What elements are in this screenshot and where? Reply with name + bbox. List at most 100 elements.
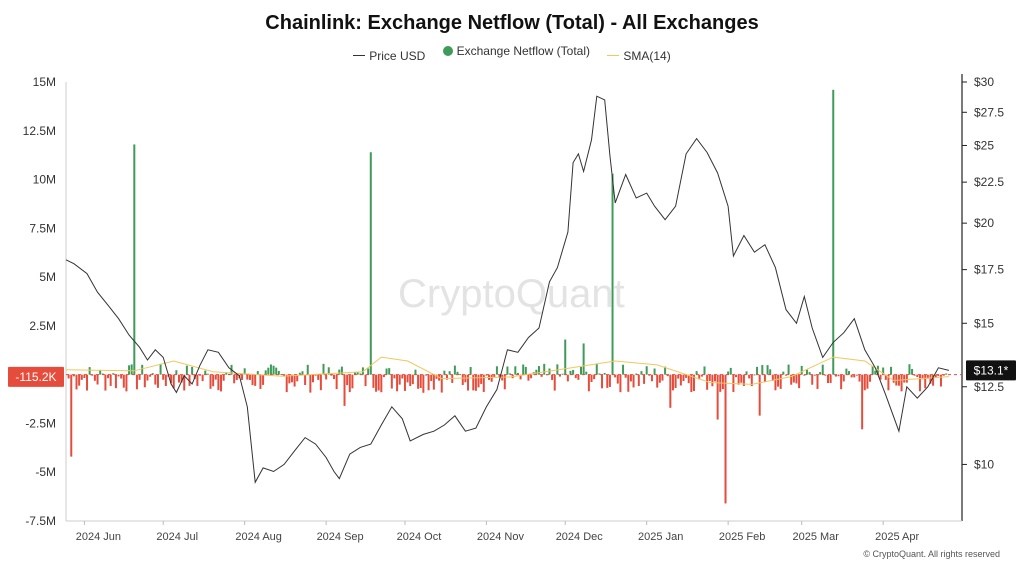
netflow-bar-positive: [306, 364, 309, 375]
netflow-bar-negative: [926, 374, 929, 379]
x-tick-label: 2024 Aug: [235, 531, 282, 543]
netflow-bar-positive: [356, 372, 359, 375]
netflow-bar-positive: [635, 373, 638, 375]
netflow-bar-negative: [180, 374, 183, 383]
netflow-current-label: -115.2K: [15, 370, 56, 384]
netflow-bar-negative: [93, 374, 96, 381]
netflow-bar-negative: [661, 374, 664, 381]
netflow-bar-positive: [845, 368, 848, 375]
netflow-bar-positive: [256, 371, 259, 375]
legend-item-netflow[interactable]: Exchange Netflow (Total): [442, 44, 591, 58]
netflow-bar-negative: [758, 374, 761, 416]
legend-line-icon: [607, 55, 620, 56]
netflow-bar-positive: [569, 370, 572, 375]
netflow-bar-negative: [742, 374, 745, 387]
netflow-bar-positive: [640, 371, 643, 375]
netflow-bar-negative: [422, 374, 425, 393]
netflow-bar-negative: [390, 374, 393, 389]
legend-item-price[interactable]: Price USD: [353, 49, 425, 63]
netflow-bar-negative: [472, 374, 475, 391]
netflow-bar-positive: [756, 366, 759, 375]
netflow-bar-negative: [593, 374, 596, 380]
netflow-bar-negative: [937, 374, 940, 377]
netflow-bar-negative: [235, 374, 238, 380]
netflow-bar-negative: [869, 374, 872, 382]
netflow-bar-negative: [916, 374, 919, 377]
netflow-bar-positive: [543, 363, 546, 375]
netflow-bar-negative: [574, 374, 577, 379]
netflow-bar-negative: [78, 374, 81, 386]
netflow-bar-negative: [233, 374, 236, 384]
netflow-bar-positive: [766, 365, 769, 375]
netflow-bar-negative: [372, 374, 375, 388]
netflow-bar-negative: [669, 374, 672, 408]
netflow-bar-negative: [419, 374, 422, 388]
netflow-bar-negative: [293, 374, 296, 387]
netflow-bar-negative: [711, 374, 714, 387]
y-left-tick-label: 2.5M: [29, 319, 56, 333]
netflow-bar-negative: [527, 374, 530, 381]
netflow-bar-positive: [603, 373, 606, 375]
netflow-bar-negative: [601, 374, 604, 389]
netflow-bar-positive: [340, 366, 343, 375]
netflow-bar-positive: [459, 374, 462, 376]
netflow-bar-negative: [706, 374, 709, 390]
netflow-bar-negative: [125, 374, 128, 392]
netflow-bar-negative: [834, 374, 837, 377]
netflow-bar-negative: [553, 374, 556, 391]
netflow-bar-positive: [945, 373, 948, 375]
netflow-bar-negative: [861, 374, 864, 430]
netflow-bar-positive: [269, 364, 272, 375]
netflow-bar-positive: [874, 370, 877, 375]
netflow-bar-positive: [159, 363, 162, 375]
netflow-bar-negative: [674, 374, 677, 389]
netflow-bar-negative: [288, 374, 291, 384]
netflow-bar-negative: [490, 374, 493, 382]
netflow-bar-negative: [771, 374, 774, 381]
netflow-bar-negative: [784, 374, 787, 376]
netflow-bar-negative: [409, 374, 412, 387]
netflow-bar-positive: [871, 365, 874, 375]
netflow-bar-negative: [346, 374, 349, 386]
legend-label-netflow: Exchange Netflow (Total): [456, 44, 591, 58]
netflow-bar-positive: [808, 372, 811, 375]
netflow-bar-negative: [117, 374, 120, 377]
netflow-bar-positive: [911, 368, 914, 375]
netflow-bar-negative: [325, 374, 328, 380]
netflow-bar-positive: [101, 373, 104, 375]
netflow-bar-positive: [782, 371, 785, 375]
netflow-bar-negative: [682, 374, 685, 382]
netflow-bar-negative: [858, 374, 861, 382]
netflow-bar-negative: [590, 374, 593, 383]
netflow-bar-positive: [761, 365, 764, 375]
x-tick-label: 2025 Mar: [792, 531, 839, 543]
netflow-bar-positive: [890, 366, 893, 375]
netflow-bar-negative: [72, 374, 75, 377]
netflow-bar-negative: [177, 374, 180, 383]
netflow-bar-negative: [921, 374, 924, 380]
netflow-bar-negative: [343, 374, 346, 406]
netflow-bar-positive: [414, 369, 417, 375]
netflow-bar-negative: [900, 374, 903, 392]
netflow-bar-negative: [795, 374, 798, 384]
netflow-bar-negative: [107, 374, 110, 379]
y-left-tick-label: 5M: [39, 270, 56, 284]
netflow-bar-negative: [467, 374, 470, 391]
netflow-bar-negative: [427, 374, 430, 391]
y-right-tick-label: $12.5: [974, 380, 1004, 394]
netflow-bar-negative: [932, 374, 935, 386]
x-tick-label: 2024 Nov: [477, 531, 525, 543]
x-tick-label: 2024 Jun: [76, 531, 121, 543]
netflow-bar-negative: [222, 374, 225, 381]
netflow-bar-negative: [558, 374, 561, 377]
netflow-bar-positive: [848, 371, 851, 375]
netflow-bar-negative: [658, 374, 661, 383]
netflow-bar-negative: [853, 374, 856, 378]
x-tick-label: 2024 Oct: [397, 531, 442, 543]
netflow-bar-positive: [88, 367, 91, 375]
netflow-bar-negative: [380, 374, 383, 393]
legend-item-sma[interactable]: SMA(14): [607, 49, 671, 63]
netflow-bar-negative: [154, 374, 157, 385]
netflow-bar-negative: [629, 374, 632, 382]
